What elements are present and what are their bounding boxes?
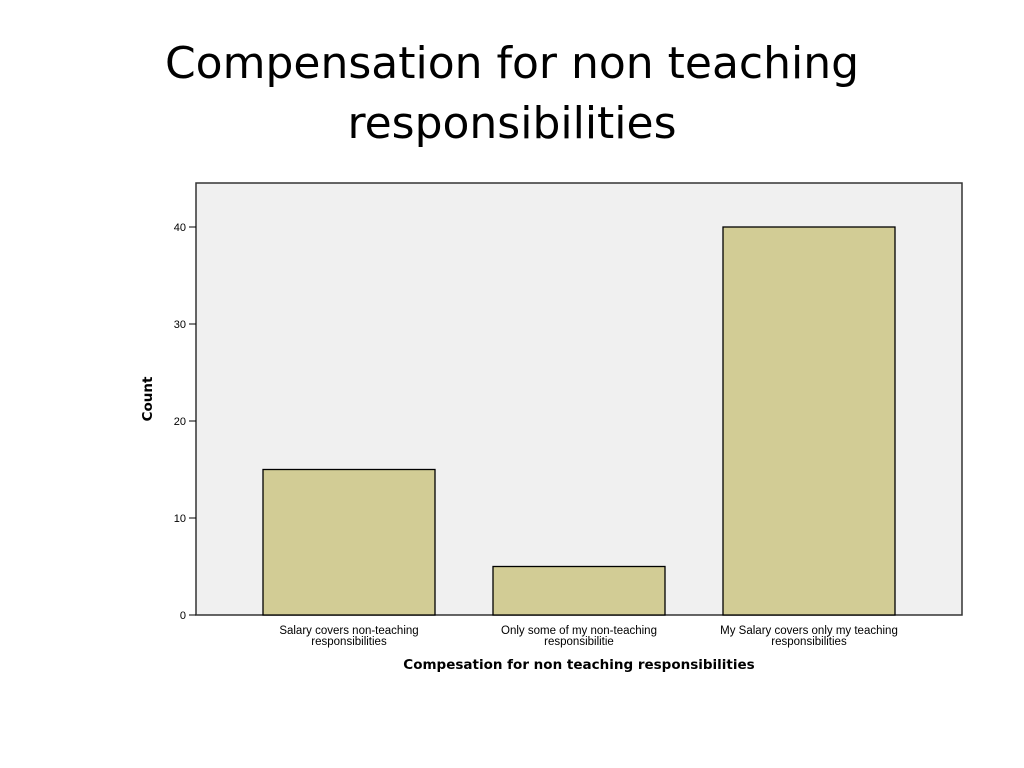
x-tick-label-line: responsibilitie bbox=[544, 636, 614, 648]
y-tick-label: 40 bbox=[174, 222, 186, 234]
x-tick-label: My Salary covers only my teaching respons… bbox=[720, 625, 898, 648]
x-tick-label-line: responsibilities bbox=[311, 636, 387, 648]
bar bbox=[262, 468, 436, 616]
x-tick-label-line: responsibilities bbox=[771, 636, 847, 648]
x-tick-label-line: Only some of my non-teaching bbox=[501, 625, 657, 637]
bar bbox=[492, 565, 666, 616]
x-tick-label: Salary covers non-teaching responsibiliti… bbox=[279, 625, 418, 648]
x-tick-label-line: My Salary covers only my teaching bbox=[720, 625, 898, 637]
y-axis: 0 10 20 30 40 bbox=[174, 222, 196, 622]
y-tick-label: 30 bbox=[174, 319, 186, 331]
bars bbox=[262, 226, 896, 616]
x-axis-title: Compesation for non teaching responsibil… bbox=[403, 657, 754, 673]
y-axis-title: Count bbox=[140, 376, 156, 421]
y-tick-label: 10 bbox=[174, 513, 186, 525]
x-tick-label: Only some of my non-teaching responsibili… bbox=[501, 625, 657, 648]
x-tick-label-line: Salary covers non-teaching bbox=[279, 625, 418, 637]
y-tick-label: 0 bbox=[180, 610, 186, 622]
slide-title-line-2: responsibilities bbox=[347, 98, 677, 149]
bar bbox=[722, 226, 896, 616]
slide-title-line-1: Compensation for non teaching bbox=[164, 38, 860, 89]
y-tick-label: 20 bbox=[174, 416, 186, 428]
slide-title: Compensation for non teaching responsibi… bbox=[0, 34, 1024, 154]
x-axis-labels: Salary covers non-teaching responsibiliti… bbox=[279, 625, 898, 648]
